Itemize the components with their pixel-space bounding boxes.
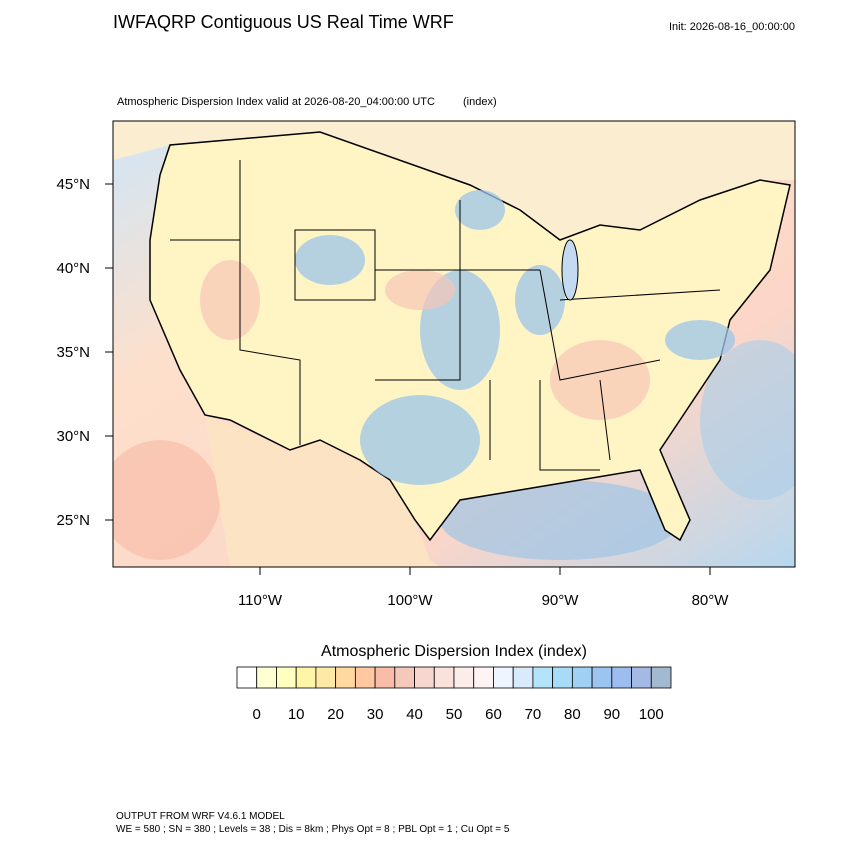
- colorbar-box: [552, 666, 573, 689]
- lake-michigan: [561, 239, 579, 301]
- lon-label: 110°W: [238, 592, 283, 609]
- lon-axis: 110°W 100°W 90°W 80°W: [238, 567, 729, 609]
- colorbar-box: [571, 666, 593, 689]
- colorbar-label: 100: [639, 706, 664, 723]
- map: [113, 121, 795, 567]
- colorbar-box: [591, 666, 613, 689]
- mexico: [205, 415, 440, 567]
- colorbar-box: [453, 666, 475, 689]
- colorbar-box: [295, 666, 317, 689]
- colorbar-box: [512, 666, 534, 689]
- colorbar-box: [650, 666, 672, 689]
- lat-label: 30°N: [56, 428, 90, 445]
- colorbar-box: [394, 666, 415, 689]
- colorbar-title: Atmospheric Dispersion Index (index): [321, 643, 587, 660]
- footer-line: OUTPUT FROM WRF V4.6.1 MODEL: [116, 811, 285, 822]
- colorbar-label: 30: [367, 706, 384, 723]
- lon-label: 100°W: [387, 592, 433, 609]
- colorbar-label: 20: [327, 706, 344, 723]
- colorbar-label: 60: [485, 706, 502, 723]
- lat-axis: 45°N 40°N 35°N 30°N 25°N: [56, 176, 113, 529]
- atlantic-shading: [700, 340, 795, 500]
- colorbar-box: [374, 666, 396, 689]
- colorbar-box: [315, 666, 337, 689]
- colorbar: 0 10 20 30 40 50 60 70 80 90 100: [236, 666, 672, 723]
- canada: [113, 121, 795, 240]
- lon-label: 90°W: [542, 592, 580, 609]
- colorbar-box: [354, 666, 376, 689]
- lon-label: 80°W: [692, 592, 730, 609]
- map-frame: [112, 120, 796, 568]
- colorbar-label: 90: [603, 706, 620, 723]
- colorbar-label: 70: [525, 706, 542, 723]
- lat-label: 40°N: [56, 260, 90, 277]
- lat-label: 45°N: [56, 176, 90, 193]
- pacific-shading: [113, 440, 220, 560]
- colorbar-label: 50: [446, 706, 463, 723]
- colorbar-box: [611, 666, 632, 689]
- colorbar-box: [236, 666, 258, 689]
- title: IWFAQRP Contiguous US Real Time WRF: [113, 12, 454, 32]
- lat-label: 35°N: [56, 344, 90, 361]
- units: (index): [463, 96, 497, 108]
- colorbar-box: [532, 666, 554, 689]
- colorbar-box: [433, 666, 455, 689]
- colorbar-box: [414, 666, 435, 689]
- colorbar-label: 80: [564, 706, 581, 723]
- colorbar-box: [276, 666, 297, 689]
- colorbar-label: 0: [253, 706, 261, 723]
- colorbar-box: [473, 666, 494, 689]
- init-time: Init: 2026-08-16_00:00:00: [669, 21, 795, 33]
- footer-line: WE = 580 ; SN = 380 ; Levels = 38 ; Dis …: [116, 824, 510, 835]
- lat-label: 25°N: [56, 512, 90, 529]
- state-borders: [170, 160, 721, 471]
- colorbar-box: [335, 666, 356, 689]
- colorbar-box: [631, 666, 652, 689]
- colorbar-label: 10: [288, 706, 305, 723]
- gulf-shading: [440, 480, 680, 560]
- colorbar-box: [256, 666, 277, 689]
- colorbar-box: [493, 666, 514, 689]
- colorbar-label: 40: [406, 706, 423, 723]
- subtitle: Atmospheric Dispersion Index valid at 20…: [117, 96, 435, 108]
